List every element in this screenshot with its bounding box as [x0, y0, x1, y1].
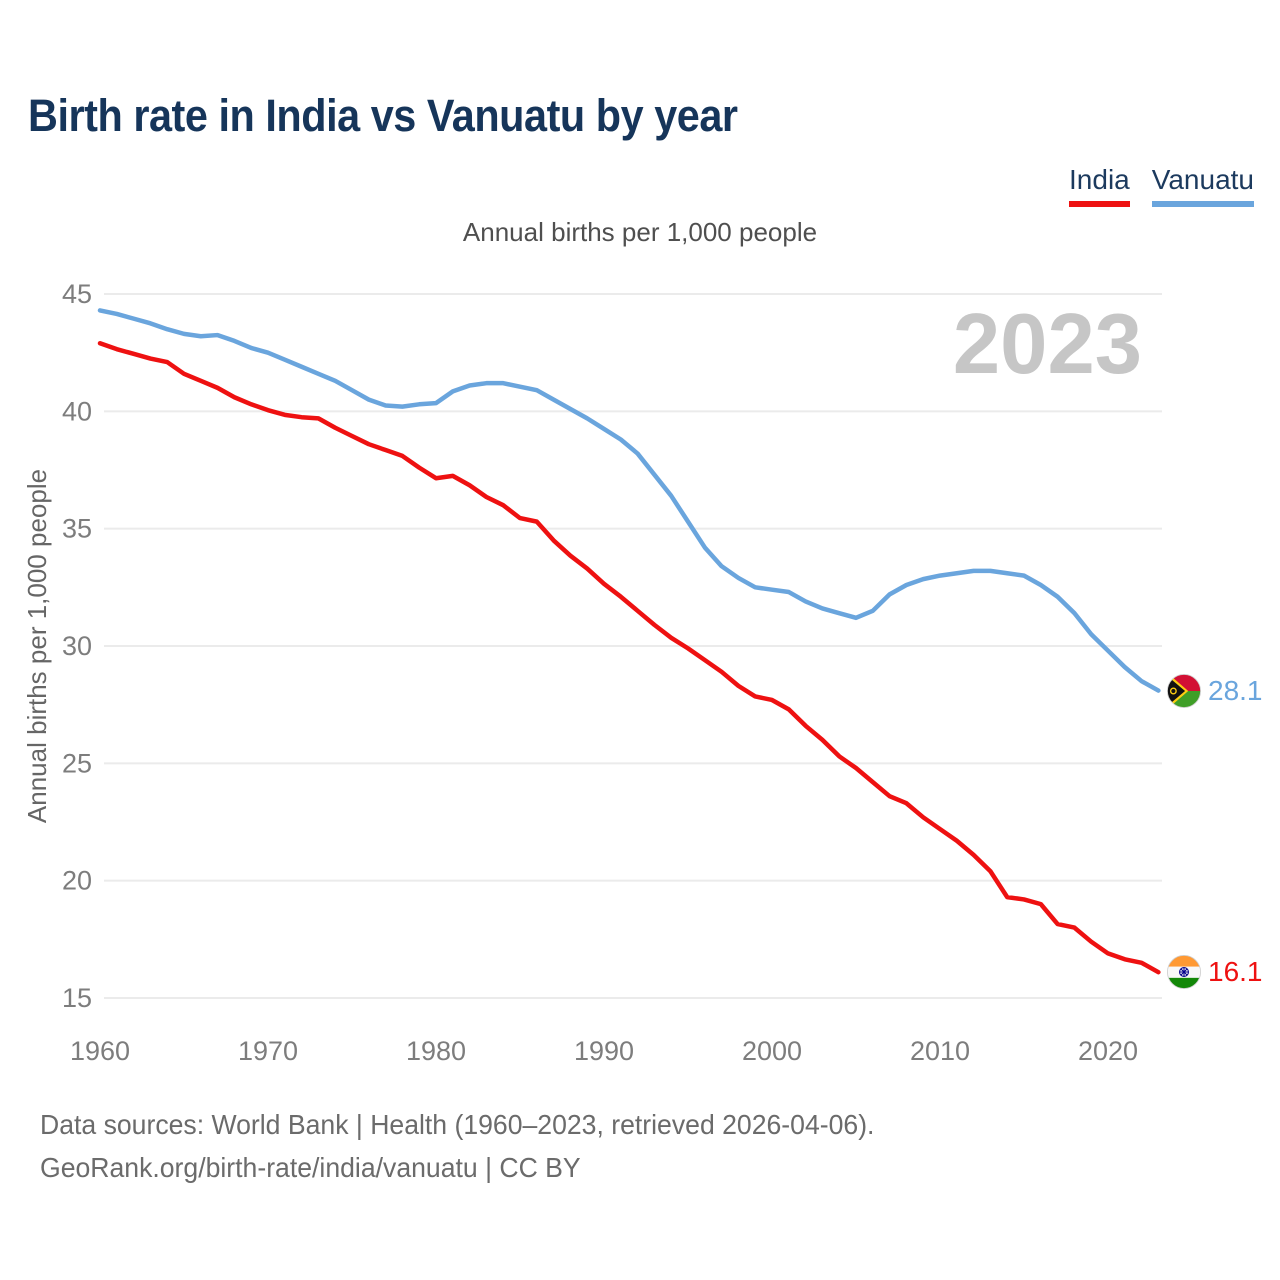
- india-end-value: 16.1: [1208, 956, 1263, 988]
- x-tick-label: 1990: [574, 1036, 634, 1066]
- y-tick-label: 15: [62, 983, 92, 1013]
- vanuatu-end-value: 28.1: [1208, 674, 1263, 706]
- x-tick-label: 1960: [70, 1036, 130, 1066]
- y-tick-label: 40: [62, 396, 92, 426]
- x-tick-label: 2010: [910, 1036, 970, 1066]
- data-source-note: Data sources: World Bank | Health (1960–…: [40, 1104, 874, 1189]
- series-line-vanuatu: [97, 308, 1161, 693]
- vanuatu-flag-icon: [1167, 673, 1201, 708]
- y-tick-label: 35: [62, 514, 92, 544]
- y-tick-label: 25: [62, 748, 92, 778]
- data-source-line2: GeoRank.org/birth-rate/india/vanuatu | C…: [40, 1151, 581, 1183]
- watermark-year: 2023: [953, 297, 1142, 392]
- series-line-india: [97, 341, 1161, 975]
- india-flag-icon: [1167, 955, 1201, 990]
- y-axis-title: Annual births per 1,000 people: [22, 469, 52, 823]
- x-tick-label: 1980: [406, 1036, 466, 1066]
- legend: India Vanuatu: [1069, 164, 1254, 207]
- x-tick-label: 1970: [238, 1036, 298, 1066]
- x-tick-label: 2020: [1078, 1036, 1138, 1066]
- legend-item-india[interactable]: India: [1069, 164, 1130, 207]
- data-source-line1: Data sources: World Bank | Health (1960–…: [40, 1109, 875, 1140]
- x-tick-label: 2000: [742, 1036, 802, 1066]
- chart-subtitle: Annual births per 1,000 people: [462, 217, 818, 247]
- y-tick-label: 45: [62, 279, 92, 309]
- vanuatu-end-label: 28.1: [1167, 673, 1263, 708]
- page-title: Birth rate in India vs Vanuatu by year: [28, 90, 738, 141]
- legend-item-vanuatu[interactable]: Vanuatu: [1151, 164, 1254, 207]
- y-tick-label: 30: [62, 631, 92, 661]
- india-end-label: 16.1: [1167, 955, 1263, 990]
- y-tick-label: 20: [62, 866, 92, 896]
